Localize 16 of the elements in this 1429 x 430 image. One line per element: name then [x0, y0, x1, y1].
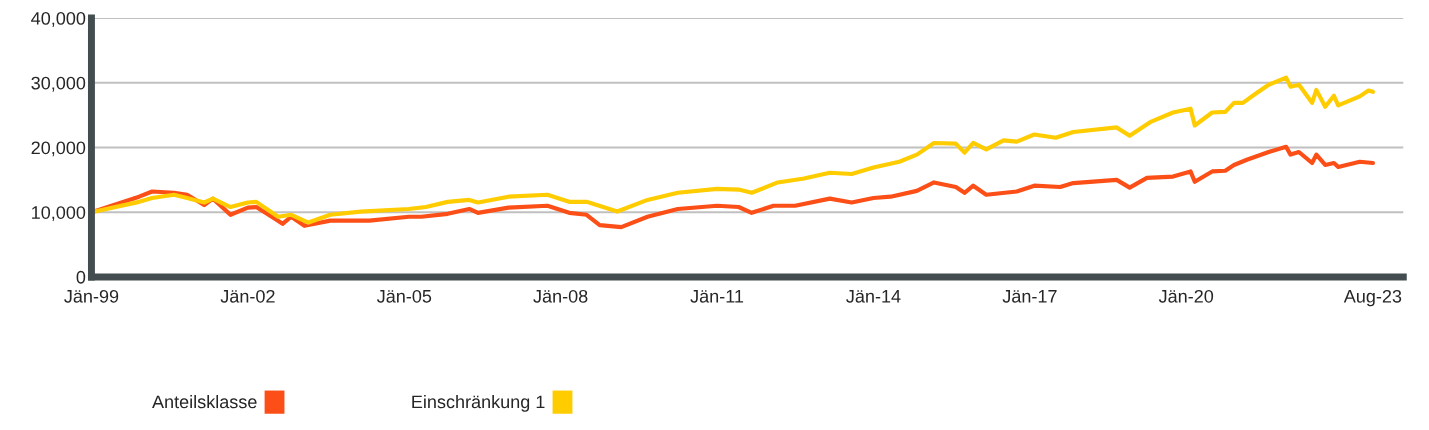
y-tick-label: 30,000 [31, 76, 86, 92]
legend-label: Anteilsklasse [152, 394, 257, 409]
y-tick-label: 20,000 [31, 141, 86, 157]
y-tick-label: 0 [76, 270, 86, 284]
y-tick-label: 40,000 [31, 11, 86, 27]
legend-label: Einschränkung 1 [412, 394, 545, 412]
x-tick-label: Aug-23 [1343, 289, 1402, 307]
x-tick-label: Jän-17 [1002, 290, 1057, 303]
y-tick-label: 10,000 [32, 206, 86, 222]
x-tick-label: Jän-11 [690, 290, 744, 303]
x-tick-label: Jän-99 [64, 289, 119, 303]
x-tick-label: Jän-14 [846, 290, 901, 303]
x-tick-label: Jän-02 [220, 289, 275, 303]
x-tick-label: Jän-08 [533, 289, 588, 303]
x-tick-label: Jän-05 [377, 289, 432, 303]
x-tick-label: Jän-20 [1158, 289, 1214, 303]
